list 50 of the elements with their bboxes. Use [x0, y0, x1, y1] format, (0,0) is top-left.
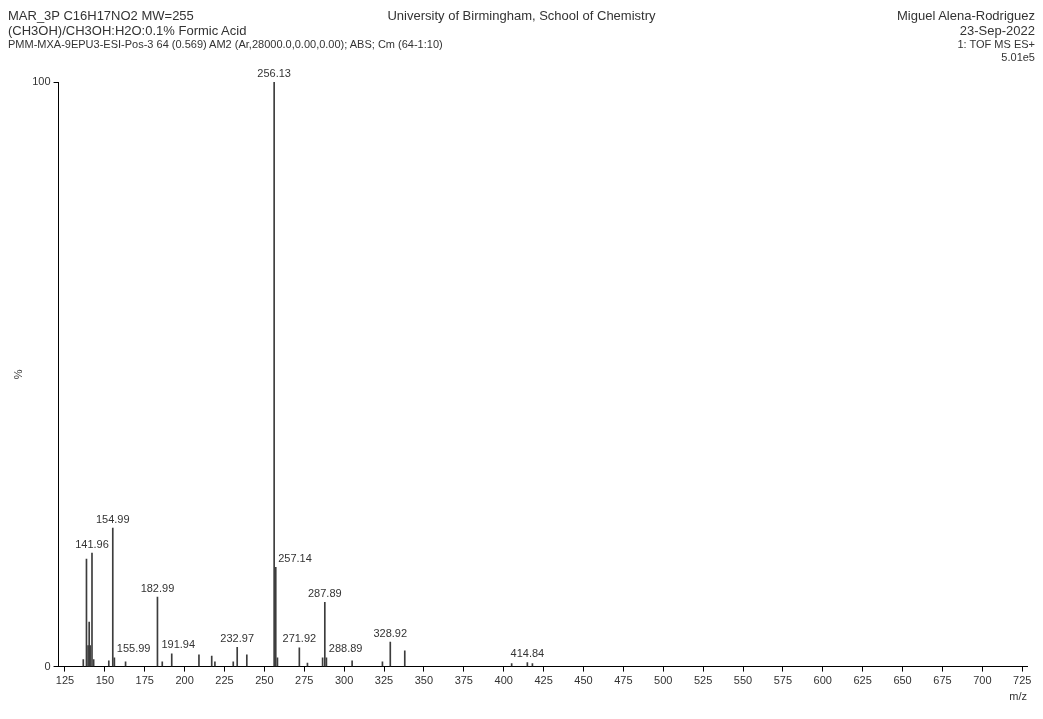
text: 1: TOF MS ES+ [957, 38, 1035, 51]
annotation: 271.92 [282, 632, 317, 645]
x-tick-label: 250 [255, 674, 274, 687]
x-tick-label: 225 [215, 674, 234, 687]
x-tick-label: 350 [414, 674, 434, 687]
x-tick-label: 650 [893, 674, 912, 687]
x-tick-label: 550 [733, 674, 753, 687]
text: Miguel Alena-Rodriguez [895, 8, 1035, 23]
x-tick-label: 175 [135, 674, 154, 687]
y-tick-label: 0 [44, 659, 51, 672]
x-tick-label: 400 [494, 674, 513, 687]
x-tick-label: 325 [374, 674, 394, 687]
x-tick-label: 725 [1013, 674, 1032, 687]
annotation: 232.97 [220, 631, 255, 644]
x-tick-label: 675 [933, 674, 952, 687]
annotation: 288.89 [328, 642, 363, 655]
x-tick-label: 425 [534, 674, 553, 687]
x-tick-label: 700 [973, 674, 992, 687]
x-tick-label: 600 [813, 674, 832, 687]
x-tick-label: 150 [95, 674, 114, 687]
x-tick-label: 575 [773, 674, 793, 687]
text: 5.01e5 [1000, 51, 1035, 64]
x-tick-label: 375 [454, 674, 473, 687]
x-tick-label: 500 [654, 674, 673, 687]
text: University of Birmingham, School of Chemistry [386, 8, 657, 23]
annotation: 141.96 [75, 537, 109, 550]
chart-title: MAR_3P C16H17NO2 MW=255 [8, 8, 195, 23]
annotation: 257.14 [278, 551, 312, 564]
annotation: 414.84 [510, 647, 545, 660]
x-tick-label: 275 [295, 674, 314, 687]
x-tick-label: 625 [853, 674, 872, 687]
chart-subtitle: (CH3OH)/CH3OH:H2O:0.1% Formic Acid [8, 23, 248, 38]
annotation: 256.13 [257, 66, 291, 79]
x-tick-label: 300 [334, 674, 354, 687]
annotation: 154.99 [95, 512, 130, 525]
x-tick-label: 200 [175, 674, 194, 687]
annotation: 287.89 [308, 586, 342, 599]
x-axis-title: m/z [1009, 690, 1027, 703]
annotation: 328.92 [373, 626, 408, 639]
x-tick-label: 525 [693, 674, 713, 687]
x-tick-label: 125 [55, 674, 75, 687]
y-axis-title: % [11, 369, 24, 380]
x-tick-label: 450 [574, 674, 593, 687]
annotation: 155.99 [116, 642, 151, 655]
y-tick-label: 100 [32, 75, 51, 88]
text: 23-Sep-2022 [958, 23, 1035, 38]
annotation: 182.99 [140, 581, 175, 594]
x-tick-label: 475 [614, 674, 633, 687]
text: PMM-MXA-9EPU3-ESI-Pos-3 64 (0.569) AM2 (Ar,28000.0,0.00,0.00); ABS; Cm (64-1:10) [8, 38, 443, 52]
annotation: 191.94 [161, 638, 196, 651]
